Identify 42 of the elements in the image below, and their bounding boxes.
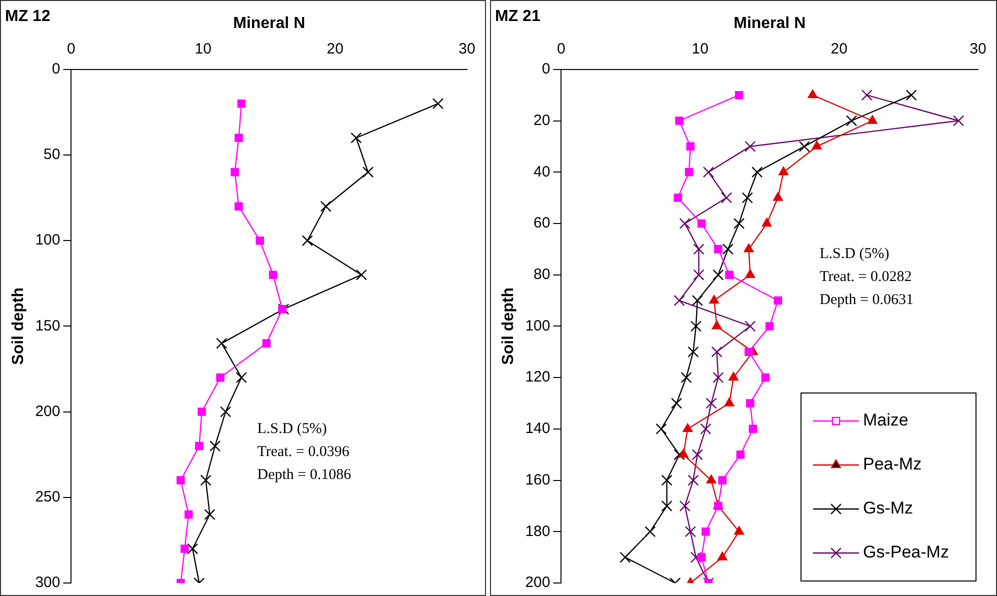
- x-axis-title: Mineral N: [734, 15, 806, 32]
- y-tick-label: 20: [534, 112, 550, 129]
- y-tick-label: 100: [35, 232, 60, 249]
- y-axis-title: Soil depth: [10, 288, 28, 365]
- y-tick-label: 120: [525, 368, 550, 386]
- chart-title: MZ 12: [5, 8, 50, 26]
- legend-label: Gs-Pea-Mz: [863, 542, 949, 562]
- x-tick-label: 30: [970, 40, 986, 58]
- y-tick-label: 40: [534, 163, 550, 180]
- x-axis-title: Mineral N: [233, 15, 306, 32]
- x-tick-label: 30: [458, 40, 476, 58]
- y-tick-label: 180: [525, 522, 550, 540]
- y-tick-label: 150: [35, 317, 60, 334]
- y-tick-label: 200: [525, 574, 550, 592]
- annotation: L.S.D (5%): [257, 420, 327, 437]
- y-tick-label: 0: [542, 60, 550, 78]
- y-tick-label: 80: [534, 266, 550, 283]
- x-tick-label: 20: [830, 40, 848, 58]
- annotation: L.S.D (5%): [820, 246, 890, 262]
- legend-label: Pea-Mz: [863, 454, 922, 474]
- y-axis-title: Soil depth: [500, 288, 518, 365]
- x-tick-label: 10: [692, 40, 708, 58]
- x-tick-label: 10: [194, 40, 212, 58]
- y-tick-label: 300: [35, 574, 60, 592]
- x-tick-label: 0: [67, 40, 76, 58]
- legend-label: Gs-Mz: [863, 498, 914, 518]
- x-tick-label: 0: [557, 40, 566, 58]
- y-tick-label: 140: [525, 420, 550, 438]
- annotation: Depth = 0.1086: [257, 466, 352, 483]
- x-tick-label: 20: [326, 40, 344, 58]
- annotation: Treat. = 0.0282: [820, 269, 912, 286]
- chart-title: MZ 21: [495, 8, 540, 26]
- y-tick-label: 100: [525, 317, 550, 334]
- y-tick-label: 50: [44, 146, 60, 164]
- y-tick-label: 160: [525, 471, 550, 488]
- annotation: Depth = 0.0631: [820, 292, 914, 308]
- annotation: Treat. = 0.0396: [257, 444, 350, 460]
- y-tick-label: 60: [534, 214, 550, 232]
- legend-label: Maize: [863, 410, 908, 430]
- y-tick-label: 0: [52, 60, 60, 78]
- y-tick-label: 200: [35, 402, 60, 420]
- y-tick-label: 250: [35, 488, 60, 506]
